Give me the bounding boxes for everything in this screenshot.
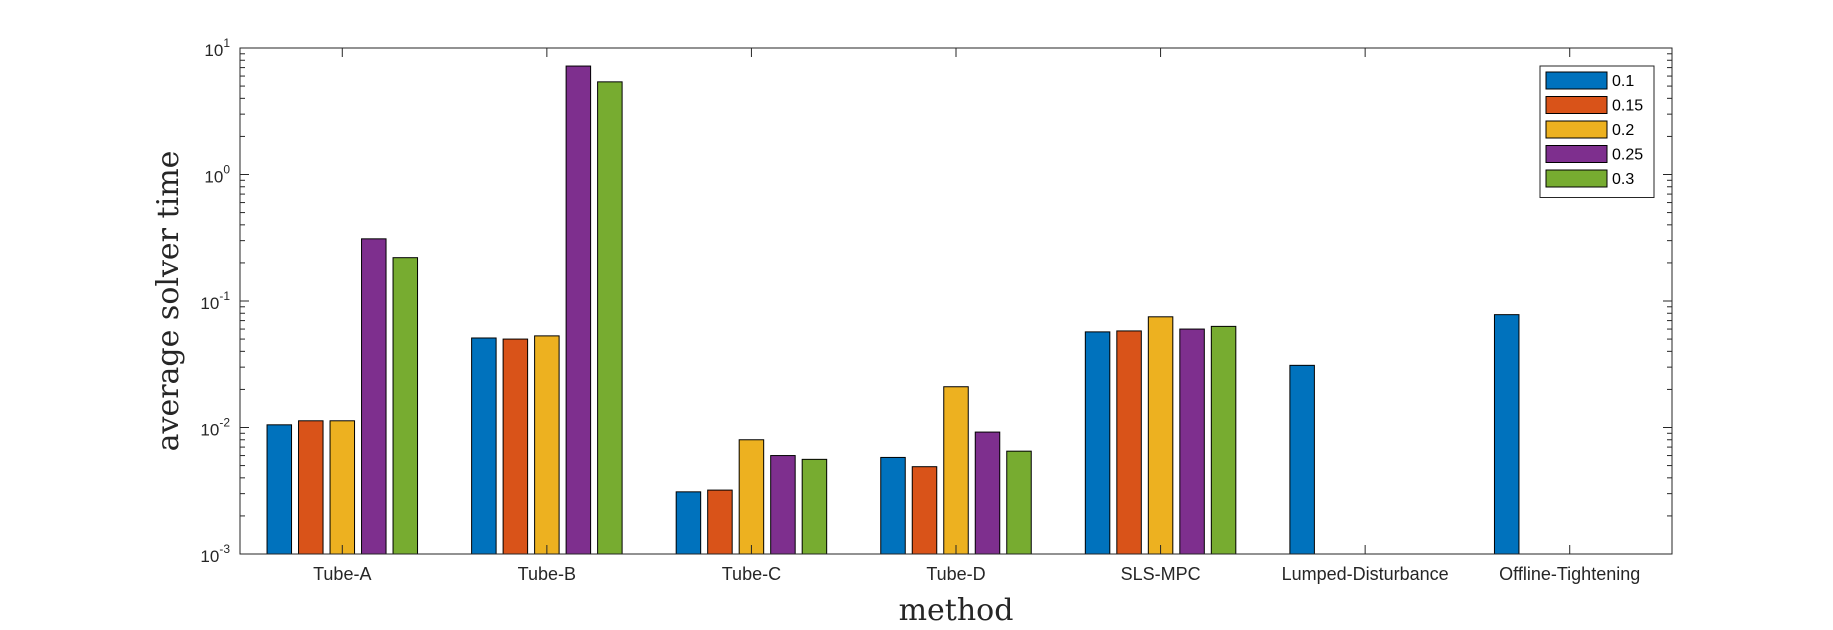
x-tick-label: SLS-MPC	[1121, 564, 1201, 584]
legend-label: 0.2	[1612, 122, 1634, 139]
bar-tube-a-0_15	[298, 420, 324, 555]
legend-label: 0.1	[1612, 73, 1634, 90]
y-tick-label: 10-3	[200, 542, 230, 566]
legend-label: 0.3	[1612, 171, 1634, 188]
bar-tube-b-0_25	[565, 65, 592, 555]
plot-frame	[239, 47, 1673, 555]
bar-tube-b-0_2	[534, 335, 560, 555]
y-tick-label: 10-1	[200, 289, 230, 313]
x-tick-label: Tube-B	[518, 564, 576, 584]
bar-tube-c-0_3	[801, 458, 828, 555]
y-axis-title: average solver time	[151, 151, 186, 452]
bar-tube-d-0_1	[880, 456, 906, 555]
legend-label: 0.25	[1612, 147, 1643, 164]
bars-layer	[266, 65, 1520, 555]
bar-tube-d-0_15	[911, 466, 938, 555]
legend-swatch	[1545, 120, 1608, 139]
x-axis-title: method	[899, 593, 1014, 628]
bar-tube-c-0_15	[707, 489, 733, 555]
bar-tube-a-0_2	[329, 420, 356, 555]
x-tick-label: Tube-D	[926, 564, 985, 584]
x-tick-label: Offline-Tightening	[1499, 564, 1640, 584]
bar-tube-c-0_1	[675, 491, 702, 555]
legend-label: 0.15	[1612, 98, 1643, 115]
bar-tube-d-0_3	[1006, 450, 1032, 555]
x-tick-label: Lumped-Disturbance	[1282, 564, 1449, 584]
bar-tube-d-0_2	[943, 386, 969, 555]
bar-tube-d-0_25	[974, 431, 1001, 555]
legend-swatch	[1545, 71, 1608, 90]
y-tick-label: 10-2	[200, 416, 230, 440]
legend-swatch	[1545, 96, 1608, 114]
bar-lumped-disturbance-0_1	[1289, 364, 1315, 555]
bar-sls-mpc-0_3	[1210, 325, 1237, 555]
x-axis: Tube-A Tube-B Tube-C Tube-D SLS-MPC Lumped-Di…	[313, 48, 1640, 584]
bar-tube-a-0_3	[392, 257, 419, 555]
bar-sls-mpc-0_2	[1147, 316, 1174, 555]
x-tick-label: Tube-C	[722, 564, 781, 584]
bar-tube-a-0_1	[266, 424, 293, 555]
bar-sls-mpc-0_25	[1179, 328, 1205, 555]
bar-sls-mpc-0_1	[1084, 331, 1111, 555]
x-tick-label: Tube-A	[313, 564, 371, 584]
bar-tube-c-0_2	[738, 439, 765, 555]
y-tick-label: 101	[204, 36, 230, 60]
bar-tube-c-0_25	[770, 455, 796, 555]
y-axis: 10-3 10-2 10-1 100 101	[200, 36, 1672, 566]
legend-swatch	[1545, 145, 1608, 163]
bar-tube-b-0_3	[597, 81, 623, 555]
legend: 0.1 0.15 0.2 0.25 0.3	[1539, 65, 1655, 198]
bar-tube-b-0_15	[502, 338, 529, 555]
legend-swatch	[1545, 169, 1608, 188]
bar-tube-a-0_25	[361, 238, 387, 555]
y-tick-label: 100	[204, 163, 230, 187]
bar-offline-tightening-0_1	[1493, 314, 1520, 555]
bar-tube-b-0_1	[471, 337, 497, 555]
bar-sls-mpc-0_15	[1116, 330, 1142, 555]
